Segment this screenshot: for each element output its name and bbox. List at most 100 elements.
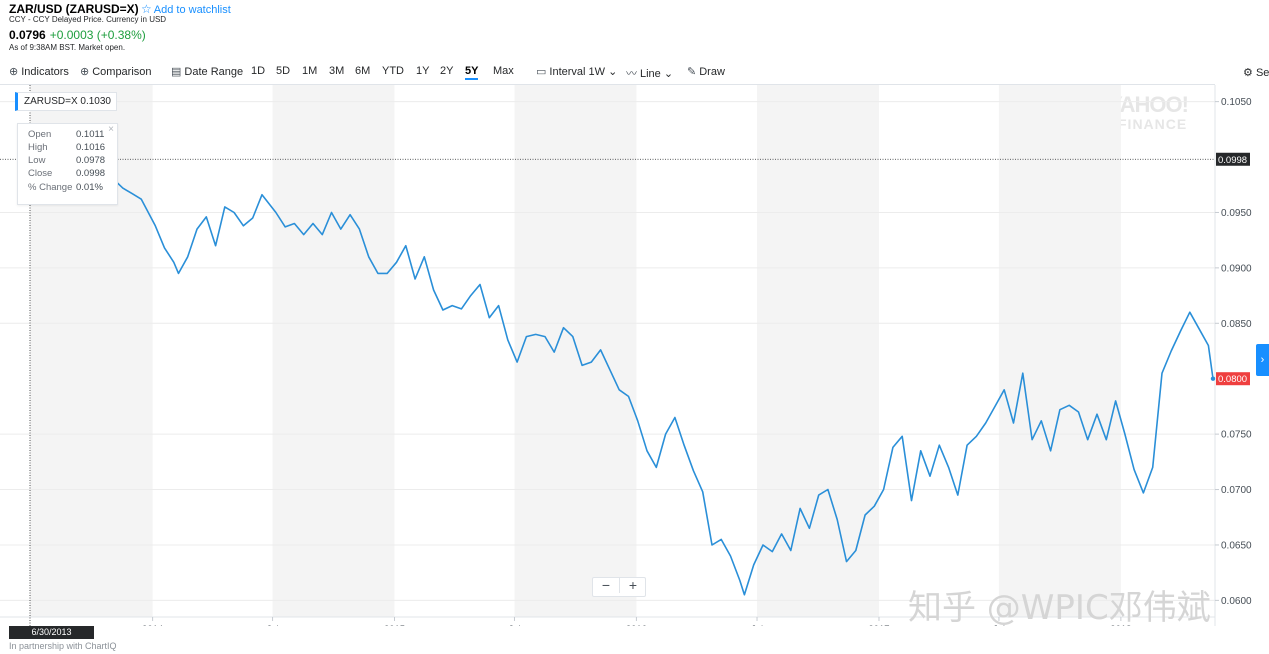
hover-date-tag: 6/30/2013 bbox=[9, 626, 94, 639]
chevron-right-icon[interactable]: › bbox=[1256, 344, 1269, 376]
market-status: As of 9:38AM BST. Market open. bbox=[9, 43, 126, 52]
partnership-footer: In partnership with ChartIQ bbox=[9, 641, 117, 651]
last-price-tag: 0.0800 bbox=[1216, 372, 1250, 386]
range-2y[interactable]: 2Y bbox=[440, 65, 454, 77]
range-1y[interactable]: 1Y bbox=[416, 65, 430, 77]
zoom-out-button[interactable]: − bbox=[601, 577, 611, 593]
ohlc-tooltip: × Open 0.1011 High 0.1016 Low 0.0978 Close 0… bbox=[17, 123, 118, 205]
price-series-line bbox=[29, 139, 1214, 596]
tooltip-value: 0.1011 bbox=[76, 129, 105, 140]
y-tick-label: 0.0850 bbox=[1221, 319, 1252, 330]
y-tick-label: 0.0600 bbox=[1221, 596, 1252, 607]
plus-circle-icon: ⊕ bbox=[80, 66, 90, 78]
chevron-down-icon: ⌄ bbox=[608, 66, 618, 78]
period-band bbox=[272, 85, 395, 617]
date-range-label: Date Range bbox=[184, 66, 244, 78]
range-1m[interactable]: 1M bbox=[302, 65, 318, 77]
range-6m[interactable]: 6M bbox=[355, 65, 371, 77]
chevron-down-icon: ⌄ bbox=[663, 68, 674, 80]
zhihu-watermark: 知乎 @WPIC邓伟斌 bbox=[908, 588, 1211, 628]
crosshair-value: 0.0998 bbox=[1218, 155, 1247, 166]
interval-value: 1W bbox=[588, 66, 606, 78]
range-1d[interactable]: 1D bbox=[251, 65, 266, 77]
x-tick-label: Jul bbox=[993, 624, 1005, 626]
range-5y[interactable]: 5Y bbox=[465, 65, 479, 80]
tooltip-value: 0.1016 bbox=[76, 142, 106, 153]
tooltip-value: 0.0998 bbox=[76, 168, 106, 179]
gear-icon: ⚙ bbox=[1243, 67, 1253, 79]
quote-subtitle: CCY - CCY Delayed Price. Currency in USD bbox=[9, 15, 167, 24]
star-icon: ☆ bbox=[141, 2, 152, 16]
date-range-button[interactable]: ▤ Date Range bbox=[171, 65, 243, 78]
period-band bbox=[998, 85, 1121, 617]
range-max[interactable]: Max bbox=[493, 65, 514, 77]
tooltip-label: Low bbox=[28, 155, 46, 166]
zoom-in-button[interactable]: + bbox=[619, 577, 646, 593]
last-price-dot bbox=[1210, 376, 1216, 381]
x-axis-ticks: 2014 Jul 2015 Jul 2016 Jul 2017 Jul 2018 bbox=[142, 617, 1131, 626]
toolbar-divider bbox=[0, 84, 1215, 85]
y-tick-label: 0.1050 bbox=[1221, 97, 1252, 108]
interval-icon: ▭ bbox=[536, 66, 547, 78]
gridlines bbox=[0, 101, 1215, 601]
range-5d[interactable]: 5D bbox=[276, 65, 291, 77]
tooltip-label: High bbox=[28, 142, 48, 153]
price-change: +0.0003 (+0.38%) bbox=[49, 28, 146, 42]
finance-watermark: FINANCE bbox=[1118, 116, 1188, 132]
symbol-name: ZARUSD=X bbox=[24, 96, 78, 107]
chart-toolbar: ⊕ Indicators ⊕ Comparison ▤ Date Range 1D 5… bbox=[0, 62, 1269, 82]
range-3m[interactable]: 3M bbox=[329, 65, 345, 77]
symbol-value: 0.1030 bbox=[80, 96, 111, 107]
symbol-label[interactable]: ZARUSD=X 0.1030 bbox=[15, 92, 117, 111]
pencil-icon: ✎ bbox=[687, 66, 697, 78]
comparison-label: Comparison bbox=[92, 66, 152, 78]
y-tick-label: 0.0750 bbox=[1221, 430, 1252, 441]
tooltip-label: Open bbox=[28, 129, 52, 140]
x-tick-label: Jul bbox=[266, 624, 278, 626]
indicators-button[interactable]: ⊕ Indicators bbox=[9, 65, 69, 78]
draw-button[interactable]: ✎ Draw bbox=[687, 65, 725, 78]
year-bands bbox=[30, 85, 1121, 617]
y-tick-label: 0.0700 bbox=[1221, 485, 1252, 496]
current-price: 0.0796 bbox=[9, 28, 46, 42]
tooltip-label: % Change bbox=[28, 182, 73, 193]
tooltip-label: Close bbox=[28, 168, 53, 179]
interval-label: Interval bbox=[549, 66, 586, 78]
y-axis-ticks: 0.1050 0.0950 0.0900 0.0850 0.0750 0.0700 0.06… bbox=[1215, 97, 1252, 607]
crosshair-value-tag: 0.0998 bbox=[1216, 152, 1250, 166]
close-icon[interactable]: × bbox=[108, 124, 114, 135]
last-price-bg bbox=[1216, 372, 1250, 386]
x-tick-label: Jul bbox=[508, 624, 520, 626]
calendar-icon: ▤ bbox=[171, 66, 182, 78]
range-ytd[interactable]: YTD bbox=[382, 65, 404, 77]
add-to-watchlist-link[interactable]: ☆ Add to watchlist bbox=[141, 2, 231, 16]
settings-label: Se bbox=[1255, 67, 1269, 79]
quote-title: ZAR/USD (ZARUSD=X) bbox=[9, 2, 139, 16]
tooltip-value: 0.01% bbox=[76, 182, 103, 193]
x-tick-label: 2015 bbox=[384, 624, 405, 626]
chart-type-label: Line bbox=[640, 68, 661, 80]
watchlist-label: Add to watchlist bbox=[153, 4, 231, 16]
comparison-button[interactable]: ⊕ Comparison bbox=[80, 65, 152, 78]
yahoo-watermark: YAHOO! bbox=[1108, 92, 1189, 117]
x-tick-label: 2014 bbox=[142, 624, 163, 626]
settings-button[interactable]: ⚙ Se bbox=[1243, 66, 1269, 79]
tooltip-value: 0.0978 bbox=[76, 155, 106, 166]
draw-label: Draw bbox=[699, 66, 725, 78]
interval-dropdown[interactable]: ▭ Interval 1W ⌄ bbox=[536, 65, 617, 78]
x-tick-label: Jul bbox=[751, 624, 763, 626]
x-tick-label: 2018 bbox=[1110, 624, 1131, 626]
plus-circle-icon: ⊕ bbox=[9, 66, 19, 78]
y-tick-label: 0.0900 bbox=[1221, 263, 1252, 274]
y-tick-label: 0.0950 bbox=[1221, 208, 1252, 219]
y-tick-label: 0.0650 bbox=[1221, 540, 1252, 551]
period-band bbox=[757, 85, 879, 617]
line-chart-icon: 〰 bbox=[626, 68, 637, 80]
x-tick-label: 2017 bbox=[868, 624, 889, 626]
period-band bbox=[514, 85, 637, 617]
price-chart[interactable]: 0.1050 0.0950 0.0900 0.0850 0.0750 0.0700 0.06… bbox=[0, 85, 1269, 626]
last-price-value: 0.0800 bbox=[1218, 374, 1247, 385]
crosshair-tag-bg bbox=[1216, 152, 1250, 166]
zoom-control: − + bbox=[592, 577, 646, 597]
chart-type-dropdown[interactable]: 〰 Line ⌄ bbox=[626, 65, 673, 81]
